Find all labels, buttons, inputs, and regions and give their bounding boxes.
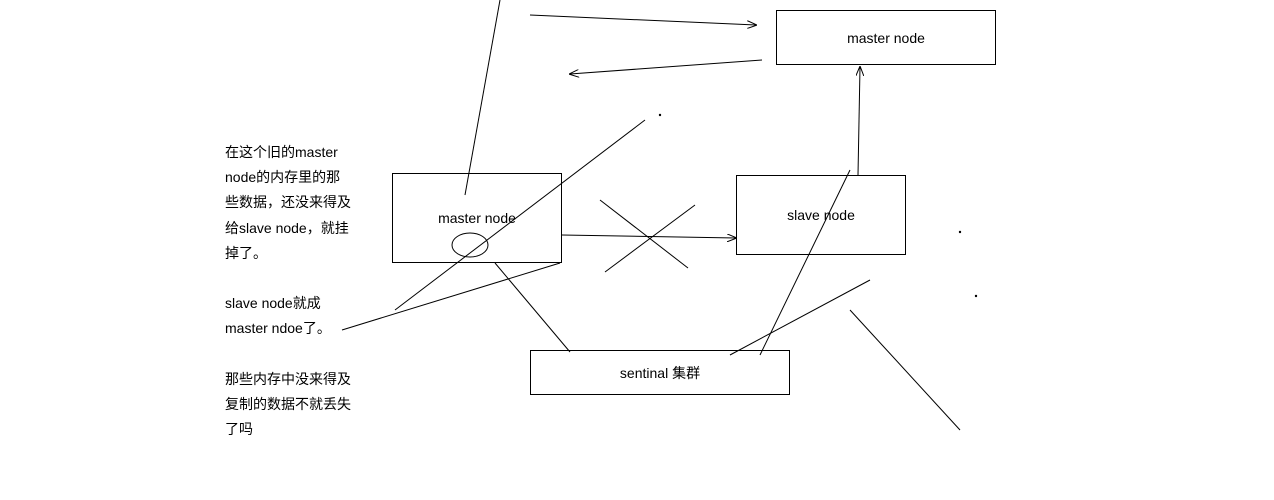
annotation-text: 在这个旧的master node的内存里的那 些数据，还没来得及 给slave …	[225, 140, 351, 442]
diagram-overlay	[0, 0, 1274, 500]
sentinel-cluster-box: sentinal 集群	[530, 350, 790, 395]
master-node-new-box: master node	[776, 10, 996, 65]
arrow-from-new-master	[570, 60, 762, 74]
arrow-to-new-master	[530, 15, 756, 25]
arrow-master-to-slave	[562, 235, 736, 238]
arrow-slave-to-newmaster	[858, 67, 860, 175]
slave-node-label: slave node	[787, 207, 855, 223]
master-node-old-box: master node	[392, 173, 562, 263]
master-node-old-label: master node	[438, 210, 516, 226]
sentinel-cluster-label: sentinal 集群	[620, 363, 700, 383]
slave-node-box: slave node	[736, 175, 906, 255]
master-node-new-label: master node	[847, 30, 925, 46]
